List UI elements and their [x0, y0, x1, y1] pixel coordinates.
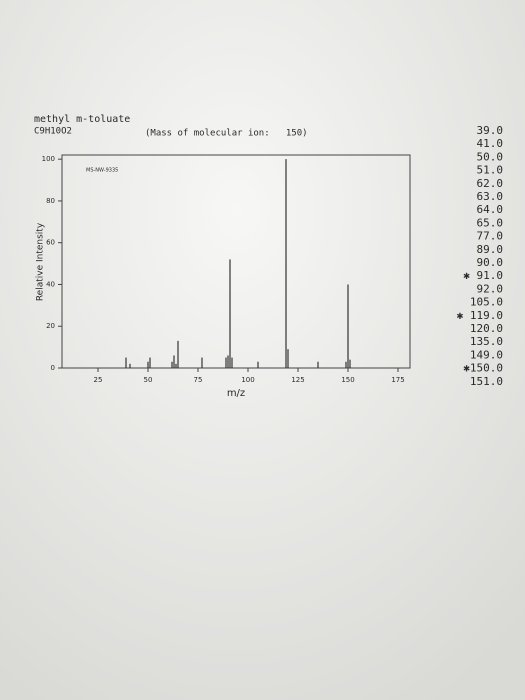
peak-list-item: 64.0 — [477, 203, 504, 216]
x-axis-label: m/z — [227, 388, 245, 399]
peak-list-item: ✱ 119.0 — [457, 309, 503, 322]
x-tick-label: 50 — [144, 376, 153, 384]
x-tick-label: 125 — [291, 376, 304, 384]
peak-list-item: 62.0 — [477, 177, 504, 190]
peak-list-item: 149.0 — [470, 348, 503, 361]
y-tick-label: 20 — [46, 322, 55, 330]
peak-list-item: 51.0 — [477, 164, 504, 177]
y-tick-label: 0 — [51, 364, 55, 372]
x-tick-label: 75 — [194, 376, 203, 384]
peak-list-item: 92.0 — [477, 282, 504, 295]
peak-list-item: ✱ 91.0 — [463, 269, 503, 282]
y-tick-label: 40 — [46, 280, 55, 288]
peak-list-item: 41.0 — [477, 137, 504, 150]
x-tick-label: 150 — [341, 376, 354, 384]
peak-list-item: 89.0 — [477, 243, 504, 256]
x-tick-label: 25 — [94, 376, 103, 384]
peak-list-item: 77.0 — [477, 230, 504, 243]
peak-list-item: 90.0 — [477, 256, 504, 269]
plot-frame — [61, 154, 411, 369]
peak-list-item: 63.0 — [477, 190, 504, 203]
peak-list-item: 135.0 — [470, 335, 503, 348]
peak-list: 39.041.050.051.062.063.064.065.077.089.0… — [457, 124, 503, 388]
peak-list-item: 50.0 — [477, 150, 504, 163]
peak-list-item: 105.0 — [470, 296, 503, 309]
y-tick-label: 60 — [46, 239, 55, 247]
peak-list-item: 151.0 — [470, 375, 503, 388]
spectrum-code: MS-NW-9335 — [86, 168, 118, 174]
formula: C9H10O2 — [34, 127, 72, 137]
peak-list-item: 65.0 — [477, 216, 504, 229]
y-axis-label: Relative Intensity — [36, 222, 46, 301]
peak-list-item: ✱150.0 — [463, 362, 503, 375]
peak-list-item: 39.0 — [477, 124, 504, 137]
y-tick-label: 80 — [46, 197, 55, 205]
y-tick-label: 100 — [42, 155, 55, 163]
molecular-ion-note: (Mass of molecular ion: 150) — [145, 129, 308, 139]
peak-list-item: 120.0 — [470, 322, 503, 335]
x-tick-label: 175 — [391, 376, 404, 384]
compound-name: methyl m-toluate — [34, 114, 130, 125]
x-tick-label: 100 — [241, 376, 254, 384]
